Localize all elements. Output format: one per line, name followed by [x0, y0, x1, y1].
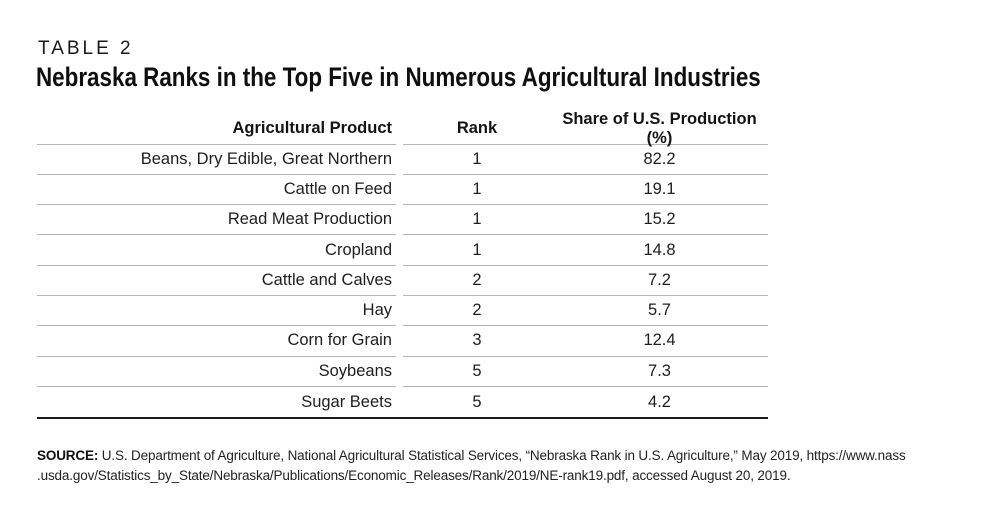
- source-line-1-text: U.S. Department of Agriculture, National…: [98, 448, 906, 463]
- table-title-text: Nebraska Ranks in the Top Five in Numero…: [36, 62, 761, 92]
- rank-share-group: 1 15.2: [403, 205, 768, 236]
- table-row: Read Meat Production 1 15.2: [37, 205, 768, 236]
- table-row: Cattle on Feed 1 19.1: [37, 175, 768, 206]
- product-cell: Cattle on Feed: [37, 175, 396, 206]
- rank-share-group: 5 7.3: [403, 357, 768, 387]
- table-row: Cropland 1 14.8: [37, 235, 768, 266]
- table-row: Hay 2 5.7: [37, 296, 768, 327]
- header-rank-share-group: Rank Share of U.S. Production (%): [403, 110, 768, 147]
- rank-cell: 1: [472, 149, 482, 168]
- rank-cell: 3: [472, 331, 482, 350]
- product-cell: Cattle and Calves: [37, 266, 396, 296]
- share-cell: 12.4: [643, 331, 676, 350]
- share-cell: 5.7: [648, 301, 671, 320]
- share-cell: 4.2: [648, 392, 671, 411]
- column-divider-gap: [396, 114, 403, 145]
- column-divider-gap: [396, 205, 403, 235]
- table-number-label: TABLE 2: [38, 38, 134, 59]
- rank-cell: 1: [472, 179, 482, 198]
- product-cell: Corn for Grain: [37, 326, 396, 357]
- source-line-2: .usda.gov/Statistics_by_State/Nebraska/P…: [37, 467, 791, 483]
- share-cell: 7.3: [648, 361, 671, 380]
- rank-share-group: 3 12.4: [403, 326, 768, 357]
- table-row: Soybeans 5 7.3: [37, 357, 768, 387]
- rank-share-group: 5 4.2: [403, 387, 768, 417]
- table-row: Sugar Beets 5 4.2: [37, 387, 768, 417]
- rank-cell: 5: [472, 392, 482, 411]
- share-cell: 14.8: [643, 240, 676, 259]
- table-row: Beans, Dry Edible, Great Northern 1 82.2: [37, 145, 768, 175]
- table-header-row: Agricultural Product Rank Share of U.S. …: [37, 110, 768, 147]
- table-title: Nebraska Ranks in the Top Five in Numero…: [36, 62, 909, 93]
- product-cell: Cropland: [37, 235, 396, 266]
- agricultural-rank-table: Agricultural Product Rank Share of U.S. …: [37, 110, 768, 420]
- rank-share-group: 1 82.2: [403, 145, 768, 175]
- source-note: SOURCE: U.S. Department of Agriculture, …: [37, 446, 906, 485]
- column-divider-gap: [396, 326, 403, 356]
- rank-share-group: 1 19.1: [403, 175, 768, 206]
- source-line-1: SOURCE: U.S. Department of Agriculture, …: [37, 446, 906, 466]
- column-divider-gap: [396, 235, 403, 265]
- rank-cell: 1: [472, 210, 482, 229]
- table-body: Beans, Dry Edible, Great Northern 1 82.2 Ca…: [37, 145, 768, 418]
- share-cell: 15.2: [643, 210, 676, 229]
- rank-cell: 2: [472, 301, 482, 320]
- rank-share-group: 2 7.2: [403, 266, 768, 296]
- rank-cell: 2: [472, 270, 482, 289]
- share-cell: 19.1: [643, 179, 676, 198]
- rank-share-group: 1 14.8: [403, 235, 768, 266]
- column-header-share: Share of U.S. Production (%): [562, 109, 757, 147]
- rank-share-group: 2 5.7: [403, 296, 768, 327]
- column-header-rank: Rank: [456, 119, 498, 138]
- product-cell: Read Meat Production: [37, 205, 396, 236]
- share-cell: 7.2: [648, 270, 671, 289]
- rank-cell: 5: [472, 361, 482, 380]
- table-row: Cattle and Calves 2 7.2: [37, 266, 768, 296]
- column-divider-gap: [396, 145, 403, 175]
- column-divider-gap: [396, 387, 403, 417]
- column-divider-gap: [396, 296, 403, 326]
- table-row: Corn for Grain 3 12.4: [37, 326, 768, 357]
- share-cell: 82.2: [643, 149, 676, 168]
- product-cell: Sugar Beets: [301, 392, 392, 411]
- column-divider-gap: [396, 175, 403, 205]
- source-label: SOURCE:: [37, 448, 99, 463]
- product-cell: Beans, Dry Edible, Great Northern: [37, 145, 396, 175]
- column-divider-gap: [396, 357, 403, 387]
- rank-cell: 1: [472, 240, 482, 259]
- column-header-agricultural-product: Agricultural Product: [37, 114, 396, 145]
- product-cell: Soybeans: [37, 357, 396, 387]
- column-divider-gap: [396, 266, 403, 296]
- product-cell: Hay: [37, 296, 396, 327]
